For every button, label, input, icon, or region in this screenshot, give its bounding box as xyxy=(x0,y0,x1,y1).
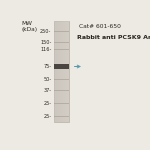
Text: 116-: 116- xyxy=(40,47,51,52)
Bar xyxy=(54,79,69,80)
Bar xyxy=(54,49,69,50)
Bar xyxy=(65,21,66,122)
Bar xyxy=(64,21,65,122)
Bar xyxy=(66,21,67,122)
Bar xyxy=(59,21,60,122)
Bar xyxy=(54,66,69,67)
Text: MW
(kDa): MW (kDa) xyxy=(21,21,37,32)
Text: Cat# 601-650: Cat# 601-650 xyxy=(79,24,121,29)
Bar xyxy=(54,21,69,122)
Bar xyxy=(67,21,68,122)
Text: 250-: 250- xyxy=(40,29,51,34)
Bar xyxy=(54,42,69,43)
Bar xyxy=(54,64,69,69)
Bar xyxy=(54,21,55,122)
Bar xyxy=(62,21,63,122)
Text: Rabbit anti PCSK9 Antibody: Rabbit anti PCSK9 Antibody xyxy=(77,35,150,40)
Text: 75-: 75- xyxy=(43,64,51,69)
Text: 37-: 37- xyxy=(43,88,51,93)
Bar xyxy=(56,21,57,122)
Bar xyxy=(61,21,62,122)
Text: 150-: 150- xyxy=(40,40,51,45)
Bar xyxy=(54,90,69,91)
Bar xyxy=(54,103,69,104)
Bar xyxy=(68,21,69,122)
Text: 50-: 50- xyxy=(43,77,51,82)
Text: 25-: 25- xyxy=(43,114,51,119)
Bar xyxy=(63,21,64,122)
Bar xyxy=(58,21,59,122)
Bar xyxy=(54,116,69,117)
Text: 25-: 25- xyxy=(43,101,51,106)
Bar xyxy=(60,21,61,122)
Bar xyxy=(57,21,58,122)
